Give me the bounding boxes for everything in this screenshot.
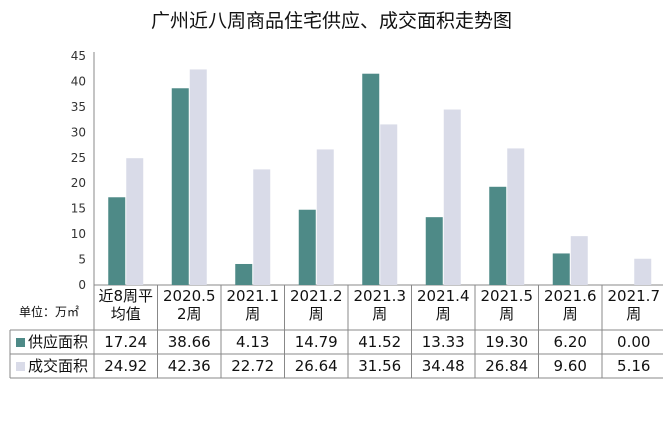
x-tick-label: 2021.7 — [608, 287, 661, 305]
y-tick-label: 35 — [71, 100, 86, 114]
bar-deal — [570, 236, 588, 285]
bar-supply — [552, 253, 570, 285]
y-tick-label: 45 — [71, 49, 86, 63]
y-tick-label: 0 — [78, 278, 86, 292]
data-label: 17.24 — [104, 333, 147, 351]
bars — [108, 69, 652, 286]
x-tick-label: 周 — [309, 305, 324, 323]
x-tick-label: 周 — [626, 305, 641, 323]
data-label: 22.72 — [231, 357, 274, 375]
x-tick-label: 周 — [436, 305, 451, 323]
data-label: 24.92 — [104, 357, 147, 375]
y-tick-label: 30 — [71, 125, 86, 139]
data-label: 42.36 — [168, 357, 211, 375]
chart-title: 广州近八周商品住宅供应、成交面积走势图 — [150, 10, 512, 32]
bar-deal — [126, 158, 144, 285]
x-tick-label: 近8周平 — [98, 287, 153, 305]
data-label: 6.20 — [554, 333, 587, 351]
data-label: 19.30 — [485, 333, 528, 351]
legend-label: 供应面积 — [28, 333, 88, 351]
x-tick-label: 2020.5 — [163, 287, 216, 305]
bar-deal — [253, 169, 271, 285]
bar-supply — [425, 217, 443, 285]
legend-swatch — [16, 362, 25, 371]
bar-deal — [443, 109, 461, 285]
y-tick-label: 40 — [71, 74, 86, 88]
bar-deal — [316, 149, 334, 285]
data-table: 单位：万㎡近8周平均值2020.52周2021.1周2021.2周2021.3周… — [9, 285, 663, 379]
bar-supply — [362, 73, 380, 285]
data-label: 4.13 — [236, 333, 269, 351]
x-tick-label: 2021.1 — [227, 287, 280, 305]
data-label: 0.00 — [617, 333, 650, 351]
bar-supply — [235, 263, 253, 285]
x-tick-label: 周 — [372, 305, 387, 323]
y-tick-label: 5 — [78, 253, 86, 267]
bar-supply — [171, 88, 189, 286]
bar-supply — [108, 197, 126, 285]
unit-label: 单位：万㎡ — [19, 304, 79, 319]
y-tick-label: 25 — [71, 151, 86, 165]
bar-supply — [298, 209, 316, 285]
data-label: 26.64 — [295, 357, 338, 375]
x-tick-label: 周 — [499, 305, 514, 323]
data-label: 9.60 — [554, 357, 587, 375]
data-label: 14.79 — [295, 333, 338, 351]
bar-deal — [189, 69, 207, 286]
x-tick-label: 均值 — [111, 305, 141, 323]
y-tick-label: 10 — [71, 227, 86, 241]
data-label: 41.52 — [358, 333, 401, 351]
x-tick-label: 2021.4 — [417, 287, 470, 305]
legend-label: 成交面积 — [28, 357, 88, 375]
x-tick-label: 周 — [245, 305, 260, 323]
x-tick-label: 2021.5 — [481, 287, 534, 305]
x-tick-label: 2021.3 — [354, 287, 407, 305]
bar-deal — [380, 124, 398, 285]
y-tick-label: 20 — [71, 176, 86, 190]
legend-swatch — [16, 338, 25, 347]
data-label: 13.33 — [422, 333, 465, 351]
x-tick-label: 周 — [563, 305, 578, 323]
x-tick-label: 2021.6 — [544, 287, 597, 305]
x-tick-label: 2021.2 — [290, 287, 343, 305]
data-label: 34.48 — [422, 357, 465, 375]
data-label: 31.56 — [358, 357, 401, 375]
data-label: 26.84 — [485, 357, 528, 375]
bar-deal — [507, 148, 525, 285]
x-tick-label: 2周 — [177, 305, 202, 323]
data-label: 38.66 — [168, 333, 211, 351]
y-axis: 0 5 10 15 20 25 30 35 40 45 — [71, 49, 663, 292]
bar-deal — [634, 258, 652, 285]
bar-supply — [489, 186, 507, 285]
data-label: 5.16 — [617, 357, 650, 375]
y-tick-label: 15 — [71, 202, 86, 216]
